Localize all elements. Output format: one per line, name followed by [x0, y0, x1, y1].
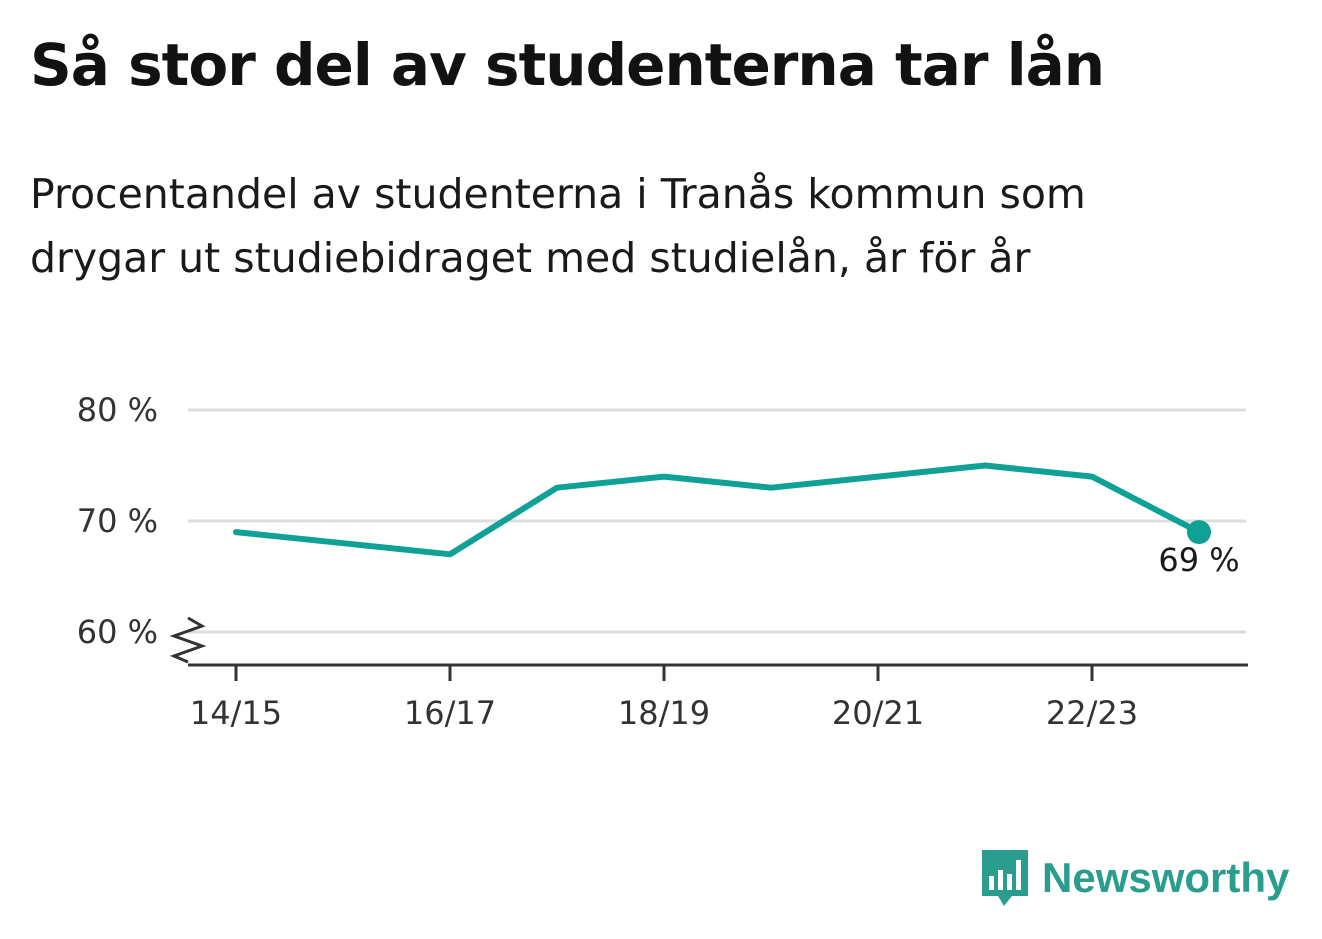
series-group: 69 %: [233, 462, 1240, 579]
x-tick-label: 18/19: [618, 694, 710, 732]
y-tick-label: 80 %: [77, 391, 158, 429]
y-tick-label: 70 %: [77, 502, 158, 540]
x-tick-label: 22/23: [1046, 694, 1138, 732]
brand-name: Newsworthy: [1042, 854, 1290, 901]
chart-subtitle: Procentandel av studenterna i Tranås kom…: [30, 170, 1086, 282]
axis-break-marker: [169, 616, 207, 664]
x-axis: 14/15 16/17 18/19 20/21 22/23: [188, 663, 1248, 732]
end-point-marker: [1187, 520, 1211, 545]
newsworthy-logo-icon: [982, 850, 1028, 906]
series-line: [233, 462, 1202, 558]
y-tick-labels: 60 % 70 % 80 %: [77, 391, 158, 651]
axis-break-zigzag: [169, 616, 207, 664]
chart-title: Så stor del av studenterna tar lån: [30, 31, 1105, 99]
end-value-label: 69 %: [1158, 541, 1239, 579]
y-tick-label: 60 %: [77, 613, 158, 651]
x-tick-label: 20/21: [832, 694, 924, 732]
grid-lines: [188, 408, 1246, 634]
newsworthy-logo: Newsworthy: [980, 848, 1289, 908]
x-tick-label: 14/15: [190, 694, 282, 732]
x-tick-label: 16/17: [404, 694, 496, 732]
